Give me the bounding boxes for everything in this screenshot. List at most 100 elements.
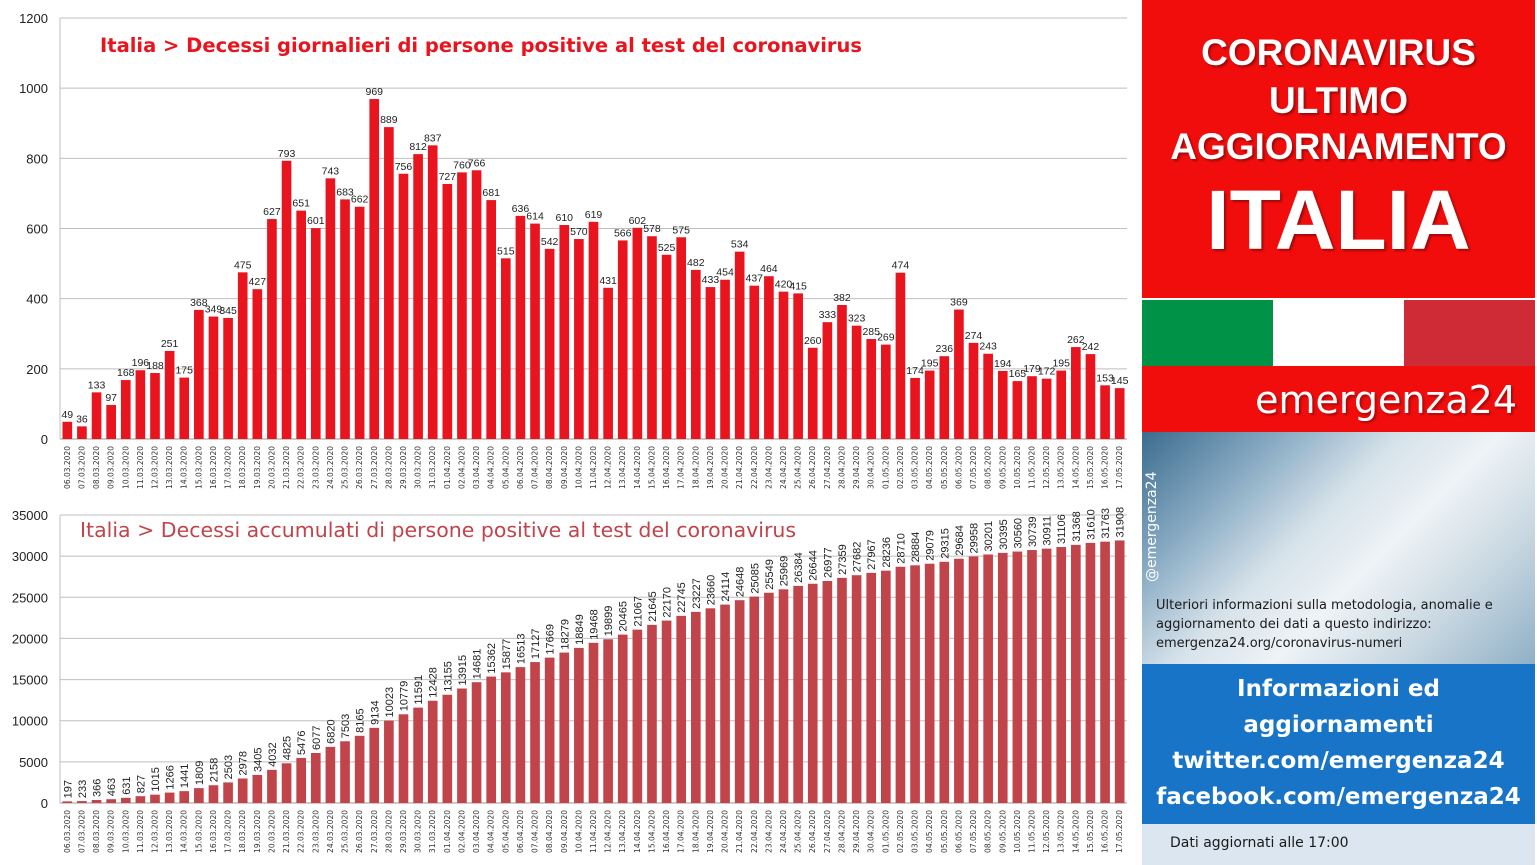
daily-data-label: 349: [205, 304, 223, 316]
daily-x-tick-label: 04.05.2020: [925, 446, 934, 489]
cumulative-x-tick-label: 26.04.2020: [808, 810, 817, 853]
cumulative-bar: [106, 799, 116, 803]
cumulative-data-label: 1266: [165, 765, 177, 789]
cumulative-bar: [252, 774, 263, 803]
cumulative-y-tick-label: 5000: [19, 755, 48, 770]
daily-bar: [895, 272, 906, 439]
cumulative-data-label: 30201: [983, 521, 995, 552]
daily-y-tick-label: 0: [41, 432, 48, 447]
cumulative-x-tick-label: 09.03.2020: [107, 810, 116, 853]
italian-flag: [1142, 300, 1535, 366]
daily-data-label: 196: [132, 357, 150, 369]
cumulative-x-tick-label: 09.05.2020: [998, 810, 1007, 853]
cumulative-x-tick-label: 10.03.2020: [121, 810, 130, 853]
daily-x-tick-label: 15.03.2020: [194, 446, 203, 489]
daily-bar: [442, 183, 453, 439]
cumulative-x-tick-label: 26.03.2020: [355, 810, 364, 853]
cumulative-data-label: 26644: [808, 550, 820, 581]
daily-x-tick-label: 31.03.2020: [428, 446, 437, 489]
daily-x-tick-label: 28.04.2020: [837, 446, 846, 489]
daily-data-label: 534: [731, 239, 749, 251]
daily-bar: [866, 339, 877, 439]
header-line-3: AGGIORNAMENTO: [1170, 126, 1507, 167]
cumulative-data-label: 20465: [618, 601, 630, 632]
cumulative-x-tick-label: 17.04.2020: [677, 810, 686, 853]
daily-data-label: 174: [906, 365, 924, 377]
cumulative-bar: [822, 581, 833, 803]
cumulative-x-tick-label: 29.03.2020: [399, 810, 408, 853]
cumulative-data-label: 30911: [1042, 516, 1054, 546]
daily-bar: [910, 377, 920, 439]
cumulative-bar: [369, 727, 380, 803]
cumulative-data-label: 19899: [603, 606, 615, 637]
cumulative-data-label: 26977: [822, 547, 834, 578]
daily-bar: [559, 224, 570, 439]
cumulative-x-tick-label: 15.03.2020: [194, 810, 203, 853]
cumulative-x-tick-label: 21.03.2020: [282, 810, 291, 853]
flag-white-band: [1273, 300, 1404, 366]
daily-data-label: 243: [979, 341, 997, 353]
cumulative-bar: [603, 639, 613, 803]
cumulative-bar: [194, 788, 204, 803]
cumulative-x-tick-label: 22.04.2020: [750, 810, 759, 853]
cumulative-bar: [530, 662, 540, 803]
daily-x-tick-label: 21.04.2020: [735, 446, 744, 489]
daily-x-tick-label: 13.05.2020: [1057, 446, 1066, 489]
cumulative-bar: [281, 763, 292, 803]
cumulative-data-label: 19468: [589, 609, 601, 640]
daily-bar: [77, 426, 87, 439]
cumulative-data-label: 22745: [676, 582, 688, 613]
cumulative-x-tick-label: 05.05.2020: [940, 810, 949, 853]
cumulative-bar: [851, 575, 862, 803]
daily-data-label: 345: [219, 305, 237, 317]
twitter-link[interactable]: twitter.com/emergenza24: [1172, 748, 1505, 774]
cumulative-x-tick-label: 16.05.2020: [1101, 810, 1110, 853]
cumulative-x-tick-label: 28.03.2020: [384, 810, 393, 853]
cumulative-bar: [237, 778, 248, 803]
daily-data-label: 427: [249, 276, 267, 288]
daily-data-label: 269: [877, 332, 895, 344]
daily-x-tick-label: 22.04.2020: [750, 446, 759, 489]
daily-bar: [208, 316, 219, 439]
daily-bar: [661, 254, 672, 439]
daily-bar: [296, 210, 306, 439]
info-panel: @emergenza24 Ulteriori informazioni sull…: [1142, 432, 1535, 664]
cumulative-data-label: 233: [77, 780, 89, 798]
cumulative-data-label: 6820: [325, 719, 337, 743]
daily-x-tick-label: 01.05.2020: [881, 446, 890, 489]
cumulative-data-label: 2978: [238, 751, 250, 775]
daily-x-tick-label: 26.04.2020: [808, 446, 817, 489]
cumulative-data-label: 24648: [735, 567, 747, 598]
daily-x-tick-label: 02.05.2020: [896, 446, 905, 489]
daily-bar: [881, 344, 891, 439]
daily-bar: [924, 370, 935, 439]
cumulative-data-label: 27682: [852, 542, 864, 573]
daily-bar: [413, 154, 423, 439]
cumulative-x-tick-label: 18.04.2020: [691, 810, 700, 853]
cumulative-bar: [1041, 548, 1052, 803]
cumulative-data-label: 9134: [369, 700, 381, 724]
cumulative-data-label: 21067: [632, 596, 644, 627]
daily-x-tick-label: 08.03.2020: [92, 446, 101, 489]
methodology-note: Ulteriori informazioni sulla metodologia…: [1156, 598, 1493, 651]
flag-green-band: [1142, 300, 1273, 366]
cumulative-data-label: 27359: [837, 544, 849, 575]
cumulative-bar: [471, 682, 482, 803]
cumulative-x-tick-label: 17.03.2020: [224, 810, 233, 853]
daily-x-tick-label: 10.03.2020: [121, 446, 130, 489]
cumulative-data-label: 366: [92, 779, 104, 797]
daily-x-tick-label: 08.05.2020: [984, 446, 993, 489]
daily-bar: [384, 127, 394, 440]
cumulative-bar: [1114, 540, 1125, 803]
daily-data-label: 464: [760, 263, 778, 275]
cumulative-x-tick-label: 12.03.2020: [151, 810, 160, 853]
facebook-link[interactable]: facebook.com/emergenza24: [1156, 784, 1521, 810]
cumulative-x-tick-label: 25.04.2020: [794, 810, 803, 853]
daily-bar: [705, 287, 716, 439]
cumulative-bar: [793, 585, 803, 803]
daily-bar: [983, 353, 993, 439]
cumulative-bar: [91, 799, 102, 803]
daily-x-tick-label: 10.04.2020: [574, 446, 583, 489]
cumulative-data-label: 14681: [472, 649, 484, 680]
cumulative-x-tick-label: 09.04.2020: [560, 810, 569, 853]
